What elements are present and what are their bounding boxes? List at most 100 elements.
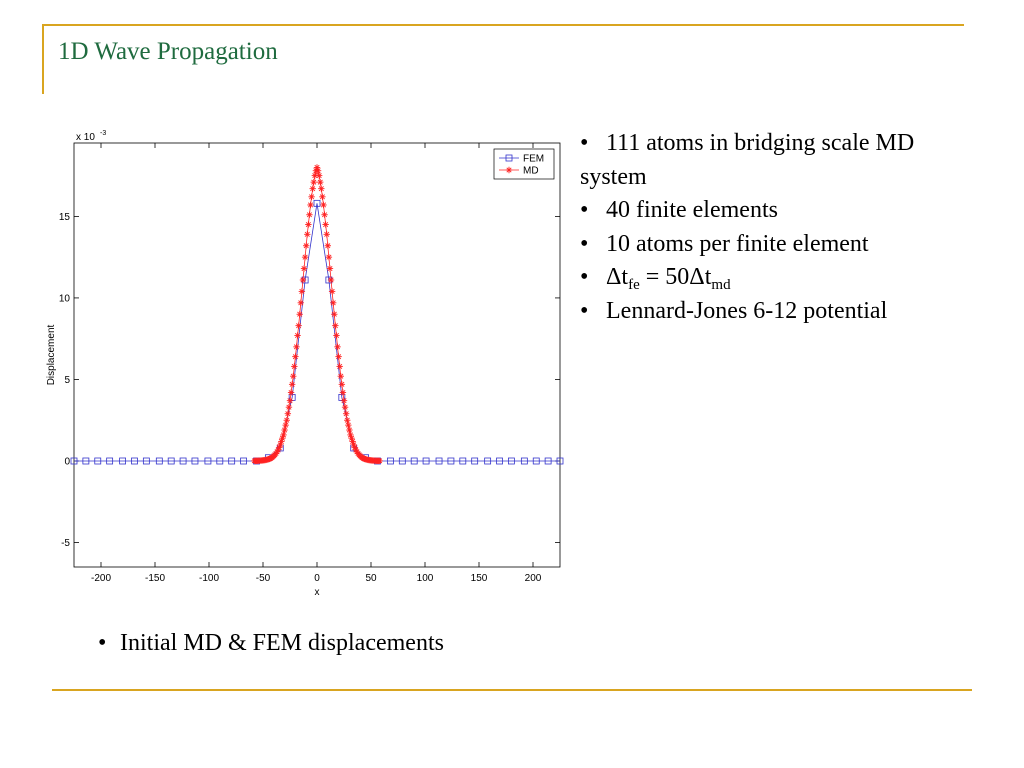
x-tick-label: 150 [471,573,488,584]
y-tick-label: 10 [59,293,71,304]
bullet-dot: • [580,297,589,324]
y-tick-label: -5 [61,538,70,549]
fem-point [119,457,126,465]
md-point [331,311,338,318]
fem-point [422,457,430,465]
bullet-item: • 10 atoms per finite element [580,228,1010,262]
bullet-item: • 111 atoms in bridging scale MD [580,127,1010,161]
y-multiplier-exponent: -3 [100,130,106,137]
fem-point [106,457,114,465]
fem-point [216,457,224,465]
fem-point [82,457,90,465]
timestep-md-subscript: md [711,277,731,293]
x-tick-label: 200 [525,573,542,584]
caption-bullet: • Initial MD & FEM displacements [98,630,444,657]
x-tick-label: 100 [417,573,434,584]
md-point [322,221,329,228]
md-point [303,242,310,249]
bullet-dot: • [580,264,589,290]
md-point [300,265,308,272]
fem-point [313,199,321,207]
x-axis-label: x [315,587,320,595]
y-tick-label: 5 [64,375,70,386]
md-point [336,363,343,370]
md-point [318,185,325,192]
bullet-item-timestep: • Δtfe = 50Δtmd [580,261,1010,295]
md-point [301,253,309,261]
fem-point [142,457,150,465]
fem-point [398,457,406,465]
md-point [324,242,331,249]
fem-point [191,457,199,465]
fem-point [410,457,418,465]
fem-point [179,457,187,465]
fem-point [507,457,515,465]
md-point [288,381,296,388]
fem-point [387,457,394,465]
md-point [292,353,299,360]
fem-point [520,457,528,465]
x-tick-label: 0 [314,573,320,584]
fem-point [496,457,503,465]
fem-point [459,457,467,465]
plot-frame [73,142,561,568]
md-point [335,353,342,360]
md-point [291,363,298,370]
fem-point [228,457,236,465]
bullet-list: • 111 atoms in bridging scale MD system •… [580,127,1010,328]
fem-point [544,457,552,465]
caption-text: Initial MD & FEM displacements [120,630,444,656]
fem-series-line [74,203,560,462]
fem-point [484,457,492,465]
x-tick-label: 50 [365,573,377,584]
fem-point [204,457,212,465]
md-point [296,311,303,318]
y-tick-label: 15 [59,212,71,223]
top-rule [42,24,964,26]
md-point [325,253,333,261]
md-point [315,172,323,179]
md-point [332,322,339,329]
timestep-md-symbol: = 50Δt [639,264,712,290]
md-point [297,299,304,307]
md-point [323,231,330,238]
fem-point [70,457,78,465]
md-point [293,343,300,351]
md-point [338,381,346,388]
fem-point [131,457,138,465]
md-point [294,332,301,339]
md-point [339,389,347,396]
fem-point [532,457,540,465]
md-point [295,322,302,329]
md-point [307,201,314,209]
md-point [351,444,358,451]
timestep-fe-symbol: Δt [606,264,629,290]
bullet-text: 40 finite elements [606,197,778,223]
md-point [285,403,293,411]
md-point [330,299,337,307]
md-point [328,288,336,295]
bullet-continuation: system [580,161,1010,195]
displacement-chart: -200 -150 -100 -50 0 50 100 150 200-5051015xDisp… [46,130,564,595]
md-point [345,421,352,429]
fem-point [471,457,479,465]
md-point [284,410,292,417]
md-point [346,426,353,434]
legend-label: MD [523,166,539,177]
fem-point [556,457,564,465]
left-rule [42,24,44,94]
bottom-rule [52,689,972,691]
md-point [287,389,295,396]
bullet-text: 111 atoms in bridging scale MD [606,130,915,156]
md-point [282,421,289,429]
fem-point [240,457,247,465]
bullet-item: • 40 finite elements [580,194,1010,228]
md-point [299,276,307,284]
md-point [317,178,324,186]
bullet-dot: • [580,230,589,257]
x-tick-label: -200 [91,573,111,584]
x-tick-label: -100 [199,573,219,584]
md-point [286,397,294,404]
md-point [281,426,288,434]
md-point [306,211,313,218]
